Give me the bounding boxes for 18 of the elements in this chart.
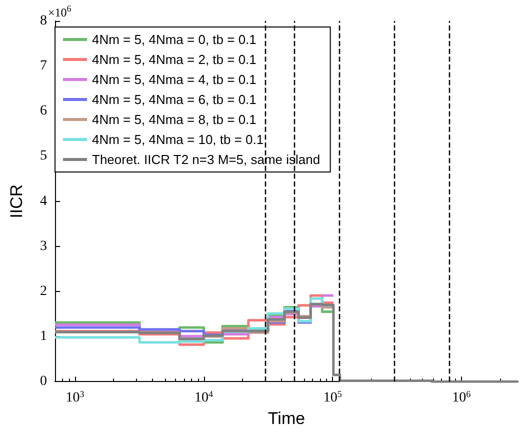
- y-tick-label: 7: [40, 58, 47, 74]
- y-tick-label: 8: [40, 14, 47, 28]
- y-tick-label: 2: [40, 284, 47, 299]
- y-tick-label: 5: [40, 148, 47, 164]
- y-tick-label: 1: [40, 329, 47, 344]
- y-tick-label: 4: [40, 194, 47, 209]
- y-axis-title: IICR: [7, 184, 26, 218]
- y-tick-label: 6: [40, 104, 47, 119]
- y-tick-label: 3: [40, 238, 47, 254]
- legend-label: 4Nm = 5, 4Nma = 4, tb = 0.1: [92, 72, 256, 87]
- x-axis-title: Time: [268, 409, 306, 428]
- legend-label: 4Nm = 5, 4Nma = 6, tb = 0.1: [92, 92, 256, 107]
- legend-label: Theoret. IICR T2 n=3 M=5, same island: [92, 152, 320, 167]
- y-tick-label: 0: [40, 374, 47, 390]
- legend-label: 4Nm = 5, 4Nma = 10, tb = 0.1: [92, 132, 264, 147]
- legend-label: 4Nm = 5, 4Nma = 2, tb = 0.1: [92, 52, 256, 67]
- legend-label: 4Nm = 5, 4Nma = 0, tb = 0.1: [92, 32, 256, 47]
- legend-label: 4Nm = 5, 4Nma = 8, tb = 0.1: [92, 112, 256, 127]
